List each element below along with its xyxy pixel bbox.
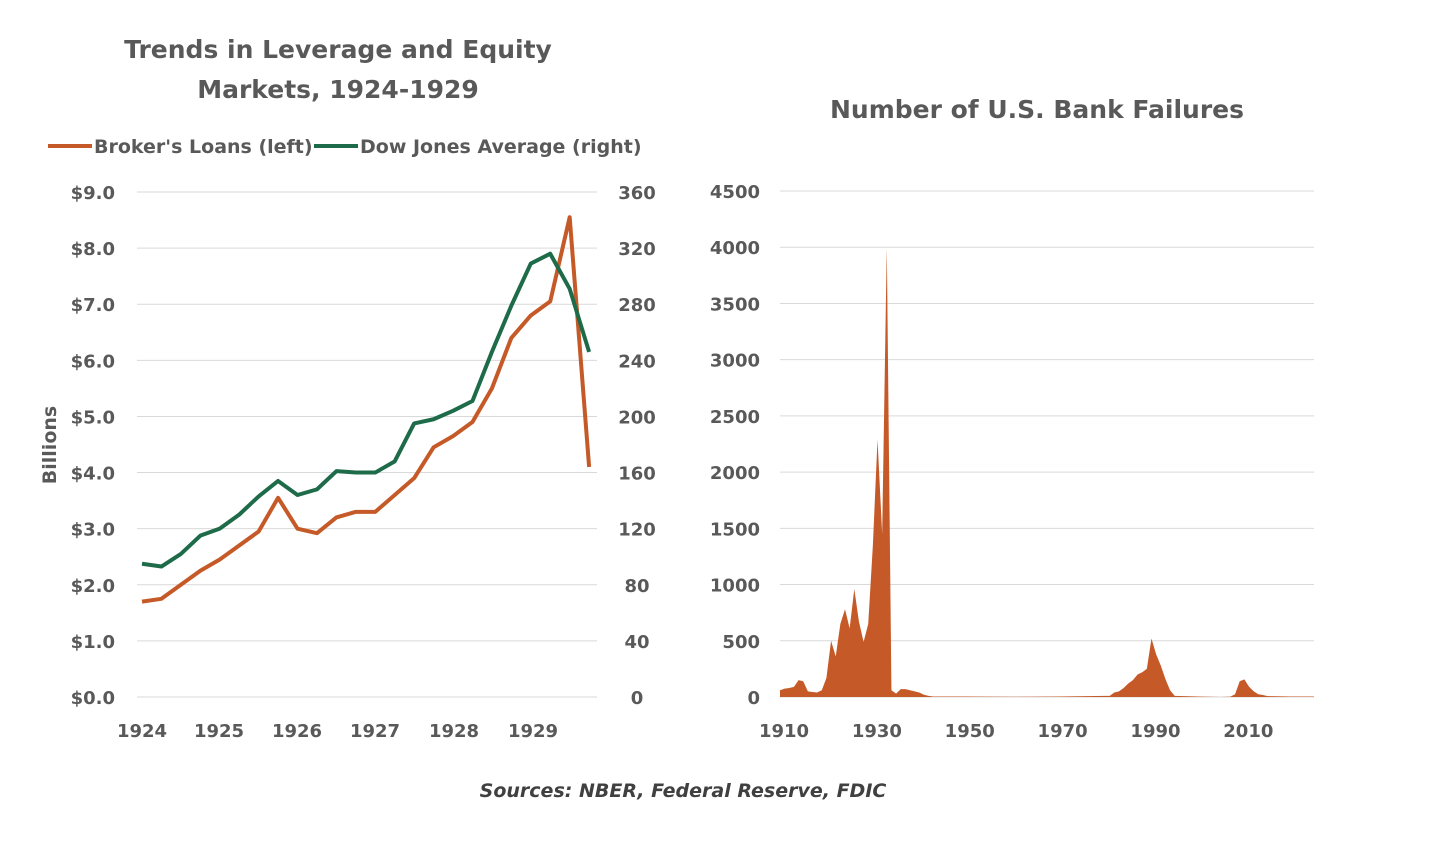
series-line-dow-jones [141, 251, 592, 569]
left-axis-tick-label: $6.0 [71, 351, 115, 372]
left-chart-left-axis-ticks: $0.0 $1.0 $2.0 $3.0 $4.0 $5.0 $6.0 $7.0 $8.0 $9.0 [71, 183, 115, 709]
right-chart-title: Number of U.S. Bank Failures [830, 95, 1244, 124]
right-chart-y-tick-label: 4000 [710, 238, 760, 259]
left-chart-title-line2: Markets, 1924-1929 [197, 75, 479, 104]
right-chart-y-tick-label: 500 [722, 632, 760, 653]
left-axis-tick-label: $9.0 [71, 183, 115, 204]
x-axis-tick-label: 1926 [272, 721, 322, 742]
x-axis-tick-label: 1928 [429, 721, 479, 742]
left-chart-legend: Broker's Loans (left) Dow Jones Average … [48, 136, 642, 158]
right-chart-y-tick-label: 3000 [710, 351, 760, 372]
right-axis-tick-label: 200 [618, 407, 656, 428]
right-chart-y-tick-label: 2500 [710, 407, 760, 428]
right-axis-tick-label: 40 [624, 632, 649, 653]
right-axis-tick-label: 160 [618, 464, 656, 485]
right-chart-gridlines [780, 190, 1314, 698]
right-chart-x-axis-ticks: 1910 1930 1950 1970 1990 2010 [759, 721, 1273, 742]
right-axis-tick-label: 0 [631, 688, 644, 709]
x-axis-tick-label: 1924 [117, 721, 167, 742]
left-axis-tick-label: $4.0 [71, 464, 115, 485]
legend-label-dow-jones: Dow Jones Average (right) [360, 136, 642, 158]
left-chart-x-axis-ticks: 1924 1925 1926 1927 1928 1929 [117, 721, 558, 742]
left-chart-title-line1: Trends in Leverage and Equity [124, 35, 552, 64]
right-chart-y-axis-ticks: 0 500 1000 1500 2000 2500 3000 3500 4000 4500 [710, 182, 760, 709]
left-axis-tick-label: $8.0 [71, 239, 115, 260]
series-line-brokers-loans [141, 215, 592, 604]
right-axis-tick-label: 240 [618, 351, 656, 372]
right-axis-tick-label: 80 [624, 576, 649, 597]
right-chart-y-tick-label: 1500 [710, 519, 760, 540]
source-note: Sources: NBER, Federal Reserve, FDIC [480, 780, 887, 802]
left-axis-tick-label: $3.0 [71, 520, 115, 541]
right-chart-y-tick-label: 1000 [710, 576, 760, 597]
right-axis-tick-label: 360 [618, 183, 656, 204]
left-chart-right-axis-ticks: 0 40 80 120 160 200 240 280 320 360 [618, 183, 656, 709]
left-axis-tick-label: $2.0 [71, 576, 115, 597]
leverage-equity-chart: Trends in Leverage and Equity Markets, 1… [39, 35, 656, 742]
legend-label-brokers-loans: Broker's Loans (left) [94, 136, 313, 158]
bank-failures-chart: Number of U.S. Bank Failures 0 500 1000 150… [710, 95, 1314, 742]
right-chart-x-tick-label: 1930 [852, 721, 902, 742]
left-axis-tick-label: $7.0 [71, 295, 115, 316]
left-axis-tick-label: $0.0 [71, 688, 115, 709]
left-chart-gridlines [137, 191, 597, 698]
right-chart-y-tick-label: 3500 [710, 294, 760, 315]
right-axis-tick-label: 120 [618, 520, 656, 541]
left-axis-tick-label: $1.0 [71, 632, 115, 653]
right-axis-tick-label: 280 [618, 295, 656, 316]
left-chart-y-axis-label: Billions [39, 406, 61, 484]
series-area-bank-failures [780, 247, 1314, 697]
x-axis-tick-label: 1925 [194, 721, 244, 742]
right-axis-tick-label: 320 [618, 239, 656, 260]
x-axis-tick-label: 1927 [350, 721, 400, 742]
right-chart-y-tick-label: 4500 [710, 182, 760, 203]
left-axis-tick-label: $5.0 [71, 407, 115, 428]
right-chart-x-tick-label: 1990 [1130, 721, 1180, 742]
right-chart-x-tick-label: 2010 [1223, 721, 1273, 742]
right-chart-x-tick-label: 1910 [759, 721, 809, 742]
right-chart-y-tick-label: 0 [747, 688, 760, 709]
right-chart-x-tick-label: 1950 [945, 721, 995, 742]
x-axis-tick-label: 1929 [508, 721, 558, 742]
right-chart-y-tick-label: 2000 [710, 463, 760, 484]
right-chart-x-tick-label: 1970 [1038, 721, 1088, 742]
